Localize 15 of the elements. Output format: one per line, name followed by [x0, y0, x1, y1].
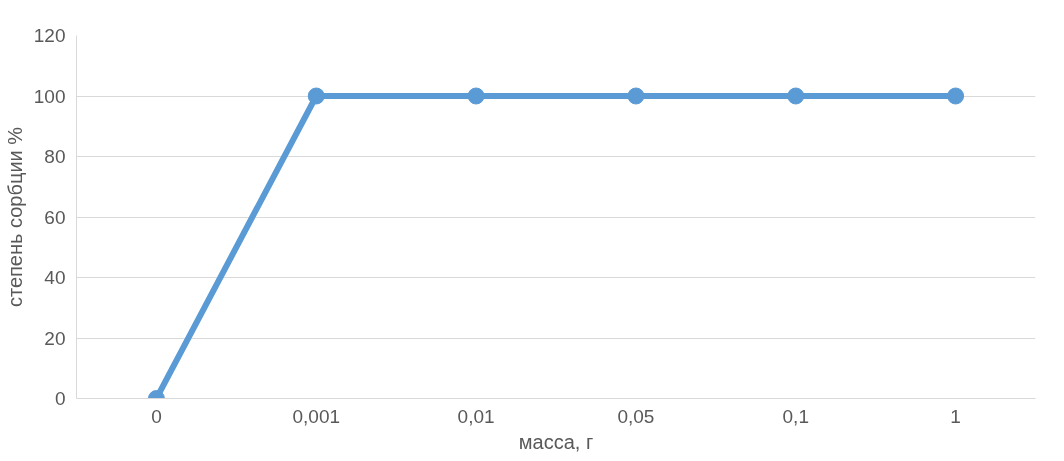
- x-tick-label: 0,05: [617, 405, 655, 427]
- x-tick-label: 1: [950, 405, 961, 427]
- y-tick-label: 60: [44, 206, 66, 228]
- y-tick-label: 20: [44, 327, 66, 349]
- x-tick-label: 0,1: [782, 405, 809, 427]
- y-axis-title: степень сорбции %: [3, 126, 26, 308]
- y-tick-label: 40: [44, 267, 66, 288]
- y-tick-label: 80: [44, 146, 66, 167]
- x-tick-label: 0: [151, 405, 162, 427]
- y-tick-label: 120: [33, 25, 66, 46]
- y-tick-label: 0: [54, 388, 66, 409]
- x-tick-label: 0,01: [457, 405, 495, 427]
- x-axis-title: масса, г: [518, 430, 594, 453]
- x-tick-label: 0,001: [292, 405, 341, 427]
- y-tick-label: 100: [33, 85, 66, 107]
